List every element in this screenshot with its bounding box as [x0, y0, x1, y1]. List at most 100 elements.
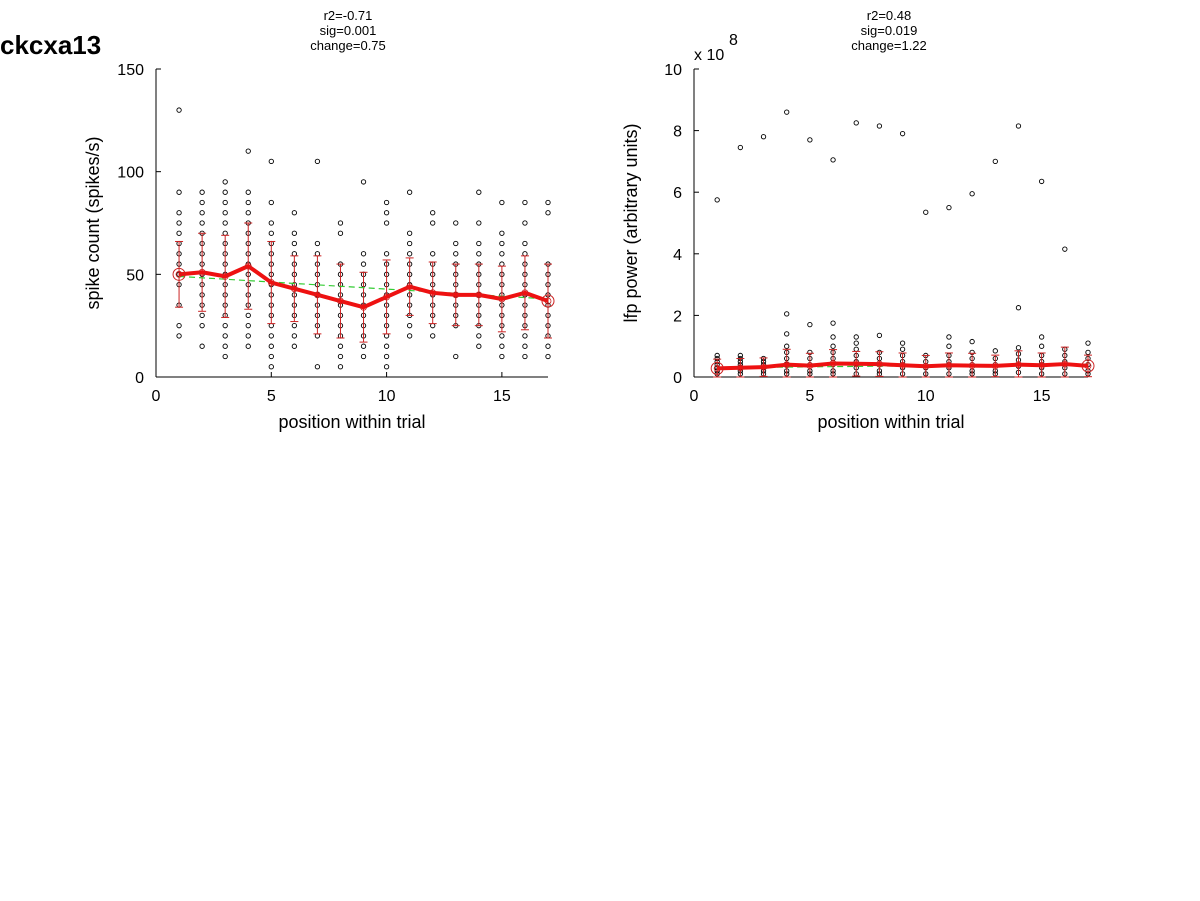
y-tick-label: 150	[117, 62, 144, 79]
raw-data-point	[522, 220, 528, 226]
raw-data-point	[268, 343, 274, 349]
raw-data-point	[337, 343, 344, 349]
raw-data-point	[406, 230, 413, 236]
raw-data-point	[268, 353, 274, 360]
raw-data-point	[222, 220, 228, 226]
raw-data-point	[222, 323, 228, 329]
raw-data-point	[430, 323, 436, 329]
raw-data-point	[1038, 343, 1045, 349]
raw-data-point	[268, 158, 274, 165]
stat-line: r2=-0.71	[324, 8, 373, 23]
raw-data-point	[499, 251, 505, 257]
mean-point	[267, 279, 275, 286]
raw-data-point	[406, 251, 413, 257]
raw-data-point	[853, 340, 859, 346]
mean-point	[314, 291, 321, 299]
mean-point	[221, 272, 229, 280]
x-tick-label: 5	[267, 388, 276, 405]
y-tick-label: 8	[673, 124, 682, 141]
mean-point	[713, 364, 721, 372]
mean-point	[406, 283, 414, 291]
raw-data-point	[899, 131, 906, 137]
raw-data-point	[1015, 305, 1022, 311]
y-tick-label: 2	[673, 308, 682, 325]
raw-data-point	[1062, 246, 1068, 252]
raw-data-point	[784, 343, 790, 349]
raw-data-point	[176, 210, 182, 216]
mean-point	[922, 362, 930, 370]
stat-line: change=1.22	[851, 38, 927, 53]
y-axis-title: lfp power (arbitrary units)	[621, 123, 641, 322]
stat-line: sig=0.019	[861, 23, 918, 38]
mean-point	[899, 361, 906, 369]
raw-data-point	[291, 333, 298, 339]
raw-data-point	[946, 204, 952, 211]
raw-data-point	[406, 333, 413, 339]
raw-data-point	[222, 210, 228, 216]
mean-point	[1038, 361, 1046, 369]
mean-line	[717, 361, 1089, 371]
x-tick-label: 15	[493, 388, 511, 405]
mean-point	[945, 361, 953, 369]
raw-data-point	[245, 148, 251, 154]
raw-data-point	[545, 210, 551, 216]
raw-data-point	[499, 240, 505, 247]
raw-data-point	[545, 199, 551, 206]
axis-exponent-label: x 10	[694, 47, 724, 64]
raw-data-point	[176, 189, 182, 195]
raw-data-point	[992, 348, 998, 354]
raw-data-point	[453, 240, 459, 247]
mean-point	[337, 297, 344, 305]
raw-data-point	[268, 230, 274, 236]
mean-point	[290, 285, 298, 293]
raw-data-point	[1085, 340, 1091, 346]
raw-data-point	[453, 251, 459, 257]
raw-data-point	[176, 333, 182, 339]
raw-data-point	[245, 199, 251, 206]
raw-data-point	[360, 261, 367, 267]
raw-data-point	[830, 343, 836, 349]
raw-data-point	[830, 320, 836, 326]
raw-data-point	[784, 311, 790, 317]
x-tick-label: 15	[1033, 388, 1051, 405]
raw-data-point	[245, 189, 251, 195]
y-tick-label: 6	[673, 185, 682, 202]
raw-data-point	[853, 346, 859, 352]
raw-data-point	[383, 364, 390, 370]
x-tick-label: 5	[805, 388, 814, 405]
y-tick-label: 0	[673, 370, 682, 387]
raw-data-point	[1015, 123, 1022, 129]
mean-endpoint-marker	[1081, 359, 1095, 373]
y-tick-label: 100	[117, 165, 144, 182]
raw-data-point	[360, 179, 367, 185]
stat-line: change=0.75	[310, 38, 386, 53]
raw-data-point	[522, 343, 528, 349]
raw-data-point	[360, 353, 367, 360]
raw-data-point	[314, 240, 321, 247]
raw-data-point	[291, 240, 298, 247]
raw-data-point	[853, 120, 859, 126]
raw-data-point	[337, 220, 344, 226]
raw-data-point	[430, 251, 436, 257]
x-axis-title: position within trial	[817, 412, 964, 432]
raw-data-point	[337, 364, 344, 370]
raw-data-point	[760, 134, 767, 140]
raw-data-point	[222, 189, 228, 195]
raw-data-point	[1085, 349, 1091, 356]
mean-endpoint-marker	[710, 361, 724, 375]
raw-data-point	[1038, 334, 1045, 340]
raw-data-point	[499, 261, 505, 267]
raw-data-point	[737, 144, 744, 151]
mean-point	[1061, 360, 1069, 368]
raw-data-point	[499, 199, 505, 206]
mean-point	[806, 362, 814, 370]
mean-point	[198, 268, 206, 276]
mean-point	[968, 362, 976, 370]
mean-point	[1015, 361, 1022, 369]
raw-data-point	[737, 352, 744, 359]
raw-data-point	[268, 220, 274, 226]
raw-data-point	[714, 197, 720, 203]
mean-endpoint-marker	[541, 294, 555, 308]
raw-data-point	[430, 333, 436, 339]
